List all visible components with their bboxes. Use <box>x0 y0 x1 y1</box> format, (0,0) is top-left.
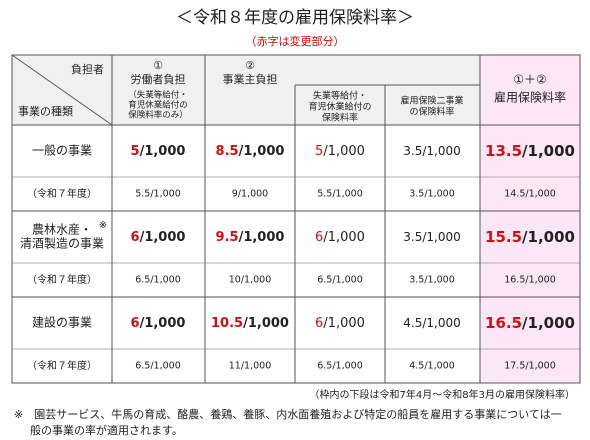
rate-text: /1,000 <box>140 316 186 331</box>
table-border <box>11 54 581 384</box>
worker-note: （失業等給付・ <box>128 90 188 101</box>
rate-text: /1,000 <box>239 144 285 159</box>
rate-changed: 10.5 <box>211 316 243 331</box>
footnote-range: （枠内の下段は令和7年4月～令和8年3月の雇用保険料率） <box>310 388 575 401</box>
total-column-bg <box>480 55 580 383</box>
rate-changed: 5 <box>131 144 140 159</box>
prev-rate: 17.5/1,000 <box>504 361 556 372</box>
title: ＜令和８年度の雇用保険料率＞ <box>176 8 414 28</box>
rate: 3.5/1,000 <box>403 230 460 244</box>
worker-note: 保険料率のみ） <box>128 110 188 121</box>
rate-changed: 6 <box>315 316 323 331</box>
burden-label: 負担者 <box>71 62 104 76</box>
two-projects-header: の保険料率 <box>409 106 454 118</box>
unemployment-header: 育児休業給付の <box>308 101 371 113</box>
rate-text: /1,000 <box>522 142 575 160</box>
worker-label: 労働者負担 <box>131 72 186 86</box>
rate-changed: 9.5 <box>216 230 239 245</box>
employer-number: ② <box>245 59 255 72</box>
rate-text: 3.5/1,000 <box>403 230 460 244</box>
rate-text: /1,000 <box>323 316 365 331</box>
rate: 6/1,000 <box>315 230 365 245</box>
rate-text: /1,000 <box>243 316 289 331</box>
rate: 9.5/1,000 <box>216 230 285 245</box>
rate-text: 3.5/1,000 <box>403 144 460 158</box>
rate-text: /1,000 <box>323 144 365 159</box>
unemployment-header: 失業等給付・ <box>313 90 367 102</box>
prev-rate: 9/1,000 <box>232 189 268 200</box>
rate: 4.5/1,000 <box>403 316 460 330</box>
prev-rate: 16.5/1,000 <box>504 275 556 286</box>
prev-label: （令和７年度） <box>27 359 97 372</box>
rate-changed: 13.5 <box>485 142 522 160</box>
type-label: 事業の種類 <box>18 104 73 118</box>
unemployment-header: 保険料率 <box>322 112 358 124</box>
prev-rate: 5.5/1,000 <box>317 189 363 200</box>
prev-rate: 10/1,000 <box>229 275 272 286</box>
business-type: 農林水産・ <box>32 222 92 237</box>
rate-text: 4.5/1,000 <box>403 316 460 330</box>
total-label: 雇用保険料率 <box>494 90 566 105</box>
business-type: 清酒製造の事業 <box>20 237 104 251</box>
rate-changed: 6 <box>315 230 323 245</box>
prev-rate: 3.5/1,000 <box>409 189 455 200</box>
business-type: 一般の事業 <box>32 143 92 158</box>
employer-label: 事業主負担 <box>223 72 278 86</box>
diagonal <box>11 54 113 126</box>
rate-text: /1,000 <box>140 230 186 245</box>
rate-text: /1,000 <box>522 228 575 246</box>
header-bg <box>12 55 480 125</box>
rate-changed: 16.5 <box>485 314 522 332</box>
prev-rate: 14.5/1,000 <box>504 189 556 200</box>
prev-label: （令和７年度） <box>27 187 97 200</box>
prev-rate: 3.5/1,000 <box>409 275 455 286</box>
rate-text: /1,000 <box>323 230 365 245</box>
rate-text: /1,000 <box>522 314 575 332</box>
rate: 6/1,000 <box>131 230 186 245</box>
prev-rate: 6.5/1,000 <box>317 275 363 286</box>
two-projects-header: 雇用保険二事業 <box>400 95 463 107</box>
footnote: 般の事業の率が適用されます。 <box>30 423 183 437</box>
rate-changed: 5 <box>315 144 323 159</box>
rate: 5/1,000 <box>315 144 365 159</box>
note-mark: ※ <box>99 220 107 231</box>
prev-rate: 6.5/1,000 <box>135 361 181 372</box>
rate: 13.5/1,000 <box>485 142 575 160</box>
prev-label: （令和７年度） <box>27 273 97 286</box>
rate-changed: 6 <box>131 316 140 331</box>
rate-text: /1,000 <box>140 144 186 159</box>
prev-rate: 11/1,000 <box>229 361 272 372</box>
business-type: 建設の事業 <box>32 315 92 330</box>
subtitle: （赤字は変更部分） <box>246 34 345 48</box>
rate-changed: 8.5 <box>216 144 239 159</box>
rate: 8.5/1,000 <box>216 144 285 159</box>
rate: 6/1,000 <box>131 316 186 331</box>
rate-changed: 6 <box>131 230 140 245</box>
rate-changed: 15.5 <box>485 228 522 246</box>
footnote: ※ 園芸サービス、牛馬の育成、酪農、養鶏、養豚、内水面養殖および特定の船員を雇用… <box>14 407 562 421</box>
prev-rate: 6.5/1,000 <box>317 361 363 372</box>
rate-text: /1,000 <box>239 230 285 245</box>
rate: 10.5/1,000 <box>211 316 289 331</box>
rate: 15.5/1,000 <box>485 228 575 246</box>
worker-number: ① <box>153 59 163 72</box>
worker-note: 育児休業給付の <box>128 100 188 111</box>
rate: 3.5/1,000 <box>403 144 460 158</box>
rate: 6/1,000 <box>315 316 365 331</box>
prev-rate: 4.5/1,000 <box>409 361 455 372</box>
rate: 5/1,000 <box>131 144 186 159</box>
prev-rate: 5.5/1,000 <box>135 189 181 200</box>
rate: 16.5/1,000 <box>485 314 575 332</box>
prev-rate: 6.5/1,000 <box>135 275 181 286</box>
total-number: ①＋② <box>513 73 547 87</box>
